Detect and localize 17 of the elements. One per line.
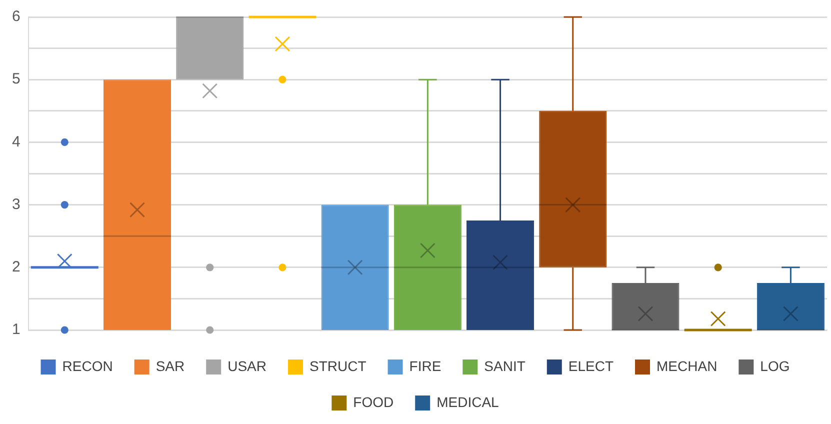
legend-label: MEDICAL xyxy=(436,394,500,410)
y-tick-label: 3 xyxy=(12,196,20,213)
legend-label: USAR xyxy=(228,358,267,374)
legend-label: LOG xyxy=(760,358,790,374)
legend-label: SANIT xyxy=(484,358,526,374)
legend-label: ELECT xyxy=(568,358,614,374)
legend-label: SAR xyxy=(156,358,185,374)
y-tick-label: 4 xyxy=(12,133,20,150)
y-tick-label: 5 xyxy=(12,70,20,88)
y-tick-label: 6 xyxy=(12,8,20,26)
legend-label: STRUCT xyxy=(309,358,367,374)
legend-label: MECHAN xyxy=(656,358,718,374)
y-tick-label: 2 xyxy=(12,258,20,276)
legend-label: FIRE xyxy=(409,358,442,374)
legend-label: FOOD xyxy=(353,394,394,410)
legend-label: RECON xyxy=(62,358,113,374)
y-tick-label: 1 xyxy=(12,321,20,338)
